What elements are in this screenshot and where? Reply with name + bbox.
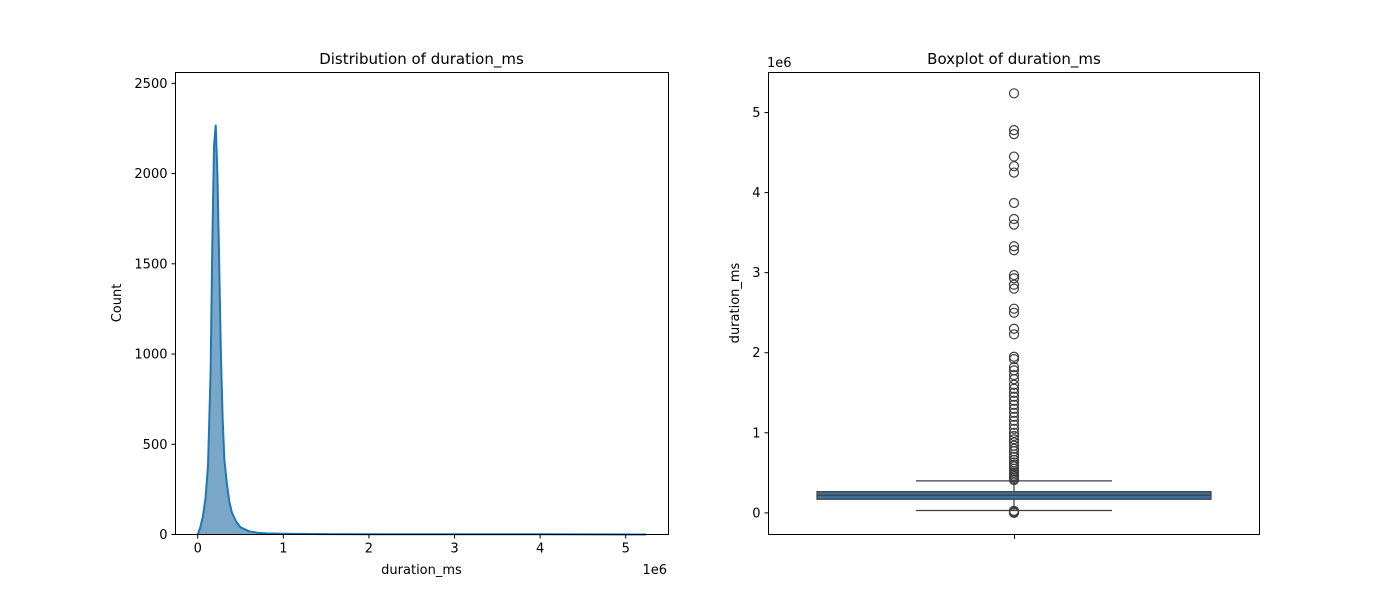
boxplot-outlier-point	[1008, 457, 1020, 468]
histogram-y-ticks: 0 500 1000 1500 2000 2500	[134, 77, 176, 543]
boxplot-outlier-point	[1008, 395, 1020, 406]
boxplot-outlier-point	[1008, 434, 1020, 445]
boxplot-outlier-point	[1008, 241, 1020, 252]
histogram-density-line	[196, 124, 647, 536]
boxplot-outlier-point	[1008, 354, 1020, 365]
boxplot-outlier-point	[1008, 323, 1020, 334]
boxplot-outlier-point	[1008, 419, 1020, 430]
boxplot-outlier-point	[1008, 383, 1020, 394]
boxplot-outlier-point	[1008, 329, 1020, 340]
histogram-x-axis-label: duration_ms	[381, 563, 462, 578]
boxplot-outlier-point	[1008, 459, 1020, 470]
boxplot-outlier-point	[1008, 219, 1020, 230]
histogram-x-tick-label: 5	[622, 542, 630, 557]
boxplot-outlier-point	[1008, 283, 1020, 294]
histogram-frame	[175, 72, 669, 535]
boxplot-y-tick-label: 1	[752, 426, 760, 441]
boxplot-outlier-point	[1008, 161, 1020, 172]
histogram-y-tick-label: 0	[159, 528, 167, 543]
boxplot-outlier-point	[1008, 279, 1020, 290]
boxplot-plot-area	[816, 88, 1212, 518]
histogram-y-tick-label: 2000	[134, 167, 167, 182]
boxplot-y-offset-label: 1e6	[767, 56, 792, 71]
boxplot-outlier-point	[1008, 273, 1020, 284]
boxplot-frame	[768, 72, 1260, 535]
boxplot-y-axis-label: duration_ms	[728, 262, 743, 343]
boxplot-outlier-point	[1008, 379, 1020, 390]
boxplot-outlier-point	[1008, 362, 1020, 373]
boxplot-title: Boxplot of duration_ms	[927, 50, 1101, 69]
boxplot-outlier-point	[1008, 411, 1020, 422]
boxplot-outlier-point	[1008, 88, 1020, 99]
boxplot-outlier-point	[1008, 269, 1020, 281]
histogram-chart: Distribution of duration_ms 0 1 2 3 4 5 0 500 1…	[110, 50, 669, 578]
histogram-x-tick-label: 0	[194, 542, 202, 557]
boxplot-outlier-point	[1008, 365, 1020, 376]
boxplot-outlier-point	[1008, 443, 1020, 454]
boxplot-outlier-point	[1008, 151, 1020, 162]
boxplot-chart: Boxplot of duration_ms 0 1 2 3 4 5 duration_m…	[728, 50, 1260, 539]
boxplot-outlier-point	[1008, 423, 1020, 434]
boxplot-outlier-point	[1008, 303, 1020, 314]
histogram-x-tick-label: 2	[365, 542, 373, 557]
boxplot-y-tick-label: 3	[752, 266, 760, 281]
histogram-x-tick-label: 3	[450, 542, 458, 557]
boxplot-outlier-point	[1008, 391, 1020, 402]
boxplot-outlier-point	[1008, 430, 1020, 442]
boxplot-y-tick-label: 2	[752, 346, 760, 361]
boxplot-outlier-point	[1008, 403, 1020, 414]
boxplot-outlier-point	[1008, 197, 1020, 209]
histogram-y-tick-label: 500	[143, 438, 168, 453]
boxplot-outlier-point	[1008, 437, 1020, 448]
boxplot-y-ticks: 0 1 2 3 4 5	[752, 106, 769, 521]
boxplot-outlier-point	[1008, 387, 1020, 398]
boxplot-outlier-point	[1008, 370, 1020, 381]
histogram-title: Distribution of duration_ms	[319, 50, 524, 69]
boxplot-outlier-point	[1008, 399, 1020, 410]
boxplot-y-tick-label: 0	[752, 506, 760, 521]
histogram-y-axis-label: Count	[110, 284, 125, 323]
boxplot-outlier-point	[1008, 505, 1020, 516]
histogram-x-ticks: 0 1 2 3 4 5	[194, 534, 630, 557]
boxplot-outlier-point	[1008, 245, 1020, 256]
histogram-x-tick-label: 1	[279, 542, 287, 557]
boxplot-y-tick-label: 4	[752, 186, 760, 201]
histogram-y-tick-label: 1000	[134, 348, 167, 363]
boxplot-y-tick-label: 5	[752, 106, 760, 121]
boxplot-outlier-point	[1008, 125, 1020, 136]
boxplot-outlier-point	[1008, 451, 1020, 462]
histogram-y-tick-label: 2500	[134, 77, 167, 92]
boxplot-outlier-point	[1008, 129, 1020, 140]
boxplot-outlier-point	[1008, 427, 1020, 438]
boxplot-outlier-point	[1008, 351, 1020, 362]
boxplot-outlier-point	[1008, 213, 1020, 225]
boxplot-outlier-point	[1008, 407, 1020, 418]
boxplot-outlier-point	[1008, 167, 1020, 178]
boxplot-outlier-point	[1008, 415, 1020, 426]
histogram-x-offset-label: 1e6	[642, 563, 667, 578]
boxplot-outlier-point	[1008, 307, 1020, 318]
boxplot-outlier-point	[1008, 440, 1020, 451]
histogram-y-tick-label: 1500	[134, 257, 167, 272]
histogram-x-tick-label: 4	[536, 542, 544, 557]
